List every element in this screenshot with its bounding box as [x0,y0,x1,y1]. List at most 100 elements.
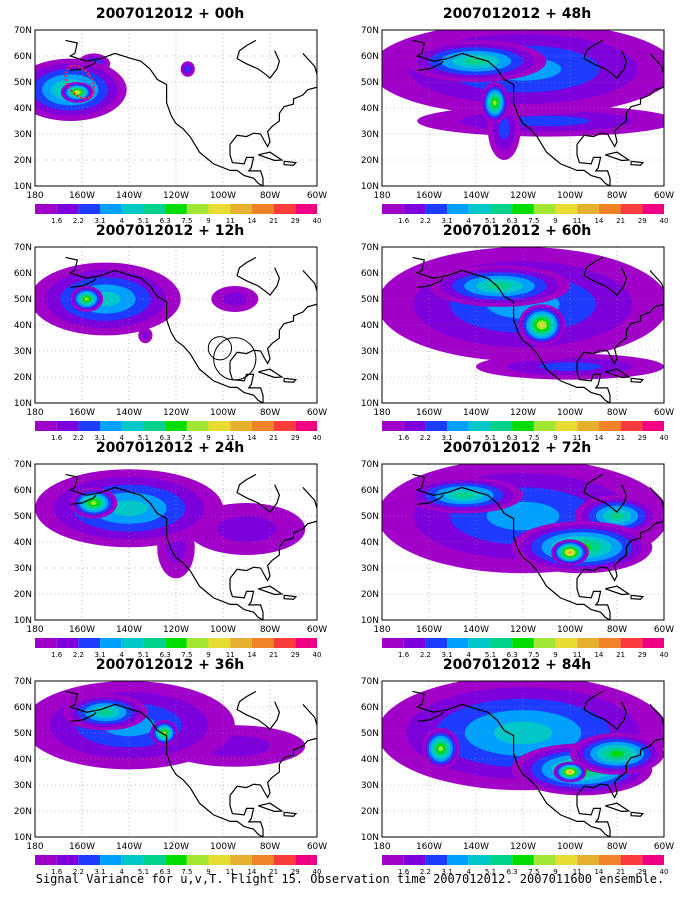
panel-72h: 2007012012 + 72h 10N 20N 30N 40N 50N 60N 70N 18… [352,440,682,659]
coastline-path [649,486,664,524]
colorbar-label: 29 [638,434,647,442]
y-tick-label: 30N [14,781,32,791]
x-tick-label: 80W [607,625,627,635]
colorbar-label: 7.5 [528,434,539,442]
variance-contour [223,292,247,306]
colorbar-label: 1.6 [51,868,63,876]
coastline-path [583,473,628,513]
x-tick-label: 100W [557,191,583,201]
y-tick-label: 10N [361,399,379,409]
y-tick-label: 50N [361,78,379,88]
coastline-path [70,60,97,71]
colorbar-label: 7.5 [181,868,192,876]
colorbar-label: 21 [616,217,625,225]
colorbar-swatch [165,204,187,214]
variance-contour [538,362,602,371]
colorbar-label: 3.1 [442,651,453,659]
coastline [412,256,664,403]
y-tick-label: 20N [361,590,379,600]
coastline-path [576,144,611,186]
y-tick-label: 50N [14,78,32,88]
x-tick-label: 180 [373,842,390,852]
colorbar-swatch [533,204,556,214]
colorbar-swatch [598,421,621,431]
x-tick-label: 180 [373,625,390,635]
colorbar-swatch [403,638,426,648]
colorbar-label: 21 [269,868,278,876]
colorbar-label: 9 [206,651,210,659]
coastline-path [236,39,281,79]
coastline-path [576,520,664,582]
colorbar-swatch [620,638,643,648]
panel-00h: 2007012012 + 00h 10N 20N 30N 40N 50N 60N 70N 18… [5,6,335,225]
panel-24h: 2007012012 + 24h 10N 20N 30N 40N 50N 60N 70N 18… [5,440,335,659]
coastline [65,690,317,837]
x-tick-label: 180 [26,408,43,418]
colorbar-swatch [642,421,664,431]
x-tick-label: 100W [210,625,236,635]
y-tick-label: 10N [14,399,32,409]
colorbar-swatch [555,638,578,648]
colorbar-swatch [577,204,599,214]
colorbar-swatch [100,638,122,648]
colorbar-swatch [468,204,491,214]
variance-contour [503,115,590,127]
coastline-path [583,39,628,79]
panel-60h: 2007012012 + 60h 10N 20N 30N 40N 50N 60N 70N 18… [352,223,682,442]
coastline-path [576,86,664,148]
colorbar-label: 4 [120,434,125,442]
coastline-path [229,795,264,837]
colorbar-label: 11 [226,651,235,659]
colorbar-swatch [577,421,599,431]
map-frame [34,246,318,404]
colorbar-label: 40 [313,434,322,442]
map-frame [34,29,318,187]
coastline-path [417,277,444,288]
colorbar-label: 40 [660,434,669,442]
y-tick-label: 70N [361,243,379,253]
colorbar-label: 9 [553,868,557,876]
y-tick-label: 50N [361,512,379,522]
colorbar-swatch [295,638,317,648]
colorbar-swatch [78,638,101,648]
panel-84h: 2007012012 + 84h 10N 20N 30N 40N 50N 60N 70N 18… [352,657,682,876]
y-tick-label: 30N [14,564,32,574]
colorbar-swatch [78,421,101,431]
y-tick-label: 10N [14,182,32,192]
y-tick-label: 60N [14,486,32,496]
x-tick-label: 120W [510,408,536,418]
coastline-path [576,578,611,620]
coastline-path [236,473,281,513]
colorbar-label: 2.2 [73,868,84,876]
colorbar-swatch [295,421,317,431]
colorbar-swatch [56,421,79,431]
colorbar-swatch [143,855,166,865]
y-tick-label: 60N [361,52,379,62]
colorbar-label: 4 [120,651,125,659]
coastline-path [630,377,645,383]
colorbar-swatch [35,204,57,214]
y-tick-label: 10N [14,616,32,626]
colorbar-label: 7.5 [181,651,192,659]
coastline-path [283,594,298,600]
y-tick-label: 60N [14,703,32,713]
colorbar-swatch [642,855,664,865]
colorbar-label: 1.6 [51,434,63,442]
x-tick-label: 160W [416,842,442,852]
colorbar-label: 4 [120,217,125,225]
colorbar-swatch [295,204,317,214]
coastline-path [65,39,264,186]
colorbar-label: 29 [291,217,300,225]
coastline-path [412,690,611,837]
colorbar-swatch [121,638,144,648]
colorbar-label: 2.2 [420,434,431,442]
colorbar-swatch [56,204,79,214]
variance-field [382,30,664,160]
x-tick-label: 120W [163,191,189,201]
panel-title: 2007012012 + 60h [442,223,592,239]
region-circle [213,337,257,381]
colorbar-swatch [382,421,404,431]
colorbar-swatch [425,638,448,648]
colorbar-label: 14 [247,434,256,442]
colorbar-label: 21 [616,434,625,442]
